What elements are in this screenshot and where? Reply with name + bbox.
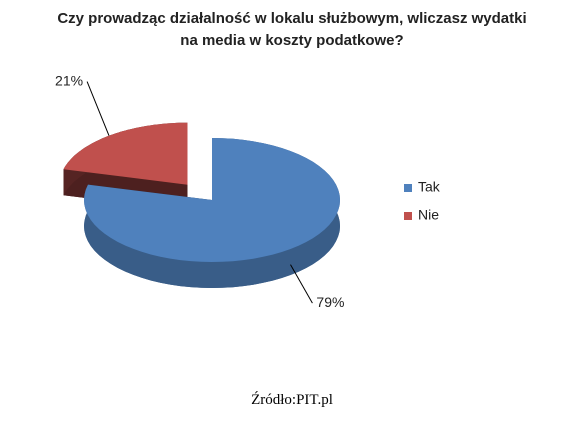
source: Źródło:PIT.pl <box>251 392 333 408</box>
legend-label: Tak <box>418 179 441 195</box>
legend-swatch <box>404 184 412 192</box>
slice <box>63 122 188 185</box>
legend-label: Nie <box>418 207 439 223</box>
slice <box>84 138 340 262</box>
leader-line <box>86 81 110 136</box>
value-label: 21% <box>55 72 83 88</box>
value-label: 79% <box>316 294 344 310</box>
leader-line <box>290 264 313 304</box>
chart-title: Czy prowadząc działalność w lokalu służb… <box>57 10 527 49</box>
legend-swatch <box>404 212 412 220</box>
